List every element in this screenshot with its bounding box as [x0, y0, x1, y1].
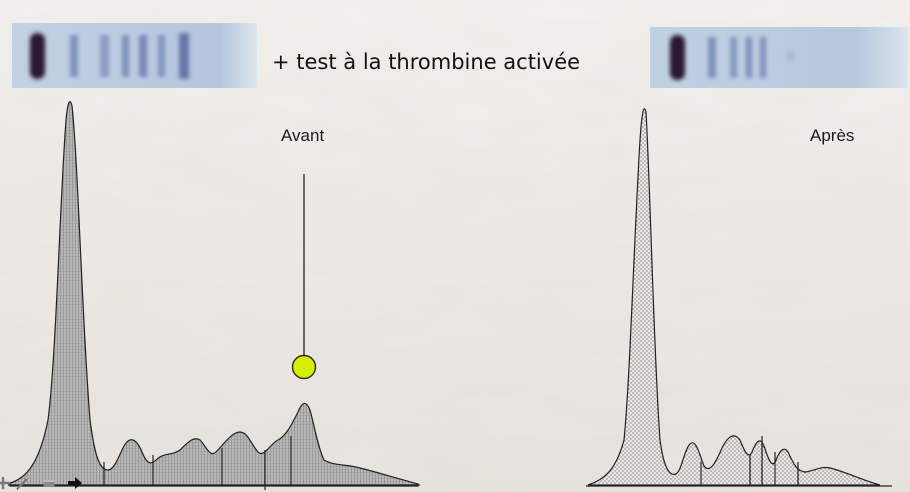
- band-albumin: [30, 33, 45, 79]
- band-albumin: [670, 35, 685, 80]
- band: [760, 37, 766, 78]
- band: [787, 51, 795, 61]
- pointer-marker: [291, 354, 317, 380]
- band: [139, 35, 147, 77]
- label-before: Avant: [281, 126, 325, 145]
- curve-area-before: [9, 101, 419, 487]
- slide-title: + test à la thrombine activée: [272, 50, 581, 74]
- band: [746, 37, 752, 78]
- band: [730, 37, 737, 78]
- band: [122, 35, 129, 77]
- electrophoresis-gel-before: [12, 23, 257, 88]
- curve-area-after: [587, 108, 881, 486]
- band: [708, 37, 716, 78]
- eraser-icon[interactable]: [40, 474, 58, 492]
- band: [158, 35, 165, 77]
- band: [100, 35, 109, 77]
- densitometry-curve-after: [586, 108, 892, 487]
- band: [179, 33, 189, 79]
- slideshow-toolbar: [0, 474, 90, 492]
- band: [70, 35, 78, 77]
- cross-arrow-icon[interactable]: [0, 474, 12, 492]
- electrophoresis-gel-after: [650, 27, 908, 88]
- label-after: Après: [810, 126, 855, 145]
- arrow-right-icon[interactable]: [66, 474, 84, 492]
- densitometry-curve-before: [8, 101, 420, 490]
- pen-icon[interactable]: [14, 474, 32, 492]
